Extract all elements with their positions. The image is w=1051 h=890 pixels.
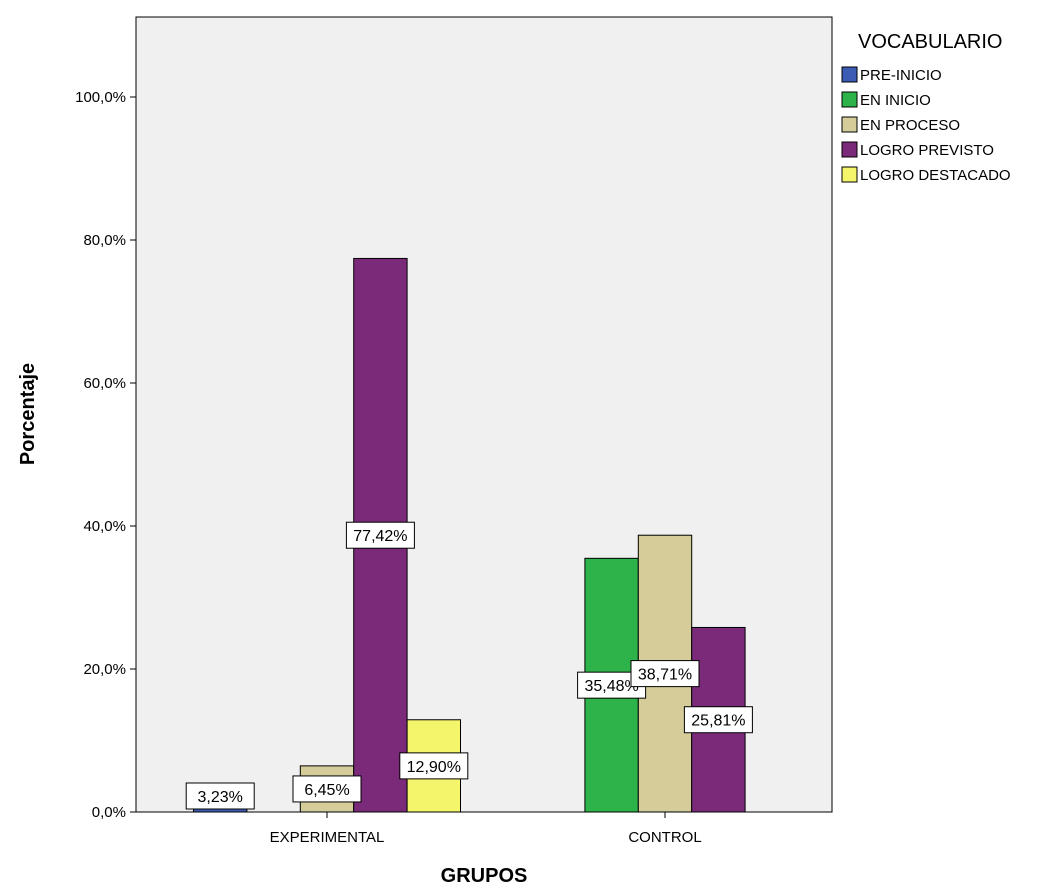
data-labels-group: 3,23% 6,45% 77,42% 12,90% 35,48%38,71% 25,81% bbox=[185, 521, 753, 810]
x-tick-label: CONTROL bbox=[628, 829, 701, 846]
legend-item: LOGRO PREVISTO bbox=[841, 141, 994, 159]
data-label-text: 25,81% bbox=[691, 713, 745, 730]
data-label-box bbox=[683, 706, 753, 734]
x-tick-label: EXPERIMENTAL bbox=[270, 829, 385, 846]
y-axis-title: Porcentaje bbox=[17, 363, 39, 465]
legend-item: LOGRO DESTACADO bbox=[841, 166, 1011, 184]
y-tick-label: 60,0% bbox=[83, 375, 126, 392]
legend-swatch bbox=[841, 116, 858, 133]
data-label-text: 6,45% bbox=[304, 782, 349, 799]
legend-label: LOGRO DESTACADO bbox=[860, 167, 1011, 184]
data-label: 3,23% bbox=[185, 782, 255, 810]
data-label-box bbox=[345, 521, 415, 549]
data-label: 6,45% bbox=[292, 775, 362, 803]
legend: VOCABULARIO PRE-INICIO EN INICIO EN PROCES… bbox=[841, 31, 1011, 184]
y-tick-label: 40,0% bbox=[83, 518, 126, 535]
legend-label: EN INICIO bbox=[860, 92, 931, 109]
legend-item: EN INICIO bbox=[841, 91, 931, 109]
data-label: 12,90% bbox=[399, 752, 469, 780]
data-label-box bbox=[185, 782, 255, 810]
y-tick-label: 80,0% bbox=[83, 232, 126, 249]
data-label-box bbox=[292, 775, 362, 803]
legend-swatch bbox=[841, 166, 858, 183]
y-ticks-group: 0,0% 20,0% 40,0% 60,0% 80,0% 100,0% bbox=[75, 89, 136, 821]
data-label: 77,42% bbox=[345, 521, 415, 549]
legend-label: LOGRO PREVISTO bbox=[860, 142, 994, 159]
data-label-text: 38,71% bbox=[638, 667, 692, 684]
data-label-box bbox=[630, 660, 700, 688]
data-label-text: 35,48% bbox=[584, 678, 638, 695]
legend-swatch bbox=[841, 66, 858, 83]
legend-label: PRE-INICIO bbox=[860, 67, 942, 84]
legend-swatch bbox=[841, 141, 858, 158]
legend-swatch bbox=[841, 91, 858, 108]
y-tick-label: 0,0% bbox=[92, 804, 126, 821]
data-label-text: 77,42% bbox=[353, 528, 407, 545]
data-label-box bbox=[399, 752, 469, 780]
x-ticks-group: EXPERIMENTAL CONTROL bbox=[270, 812, 702, 846]
y-tick-label: 100,0% bbox=[75, 89, 126, 106]
data-label: 38,71% bbox=[630, 660, 700, 688]
data-label-text: 12,90% bbox=[407, 759, 461, 776]
x-axis-title: GRUPOS bbox=[441, 865, 528, 887]
legend-item: EN PROCESO bbox=[841, 116, 960, 134]
y-tick-label: 20,0% bbox=[83, 661, 126, 678]
data-label: 25,81% bbox=[683, 706, 753, 734]
legend-label: EN PROCESO bbox=[860, 117, 960, 134]
data-label-text: 3,23% bbox=[198, 789, 243, 806]
legend-title: VOCABULARIO bbox=[858, 31, 1002, 53]
legend-item: PRE-INICIO bbox=[841, 66, 942, 84]
